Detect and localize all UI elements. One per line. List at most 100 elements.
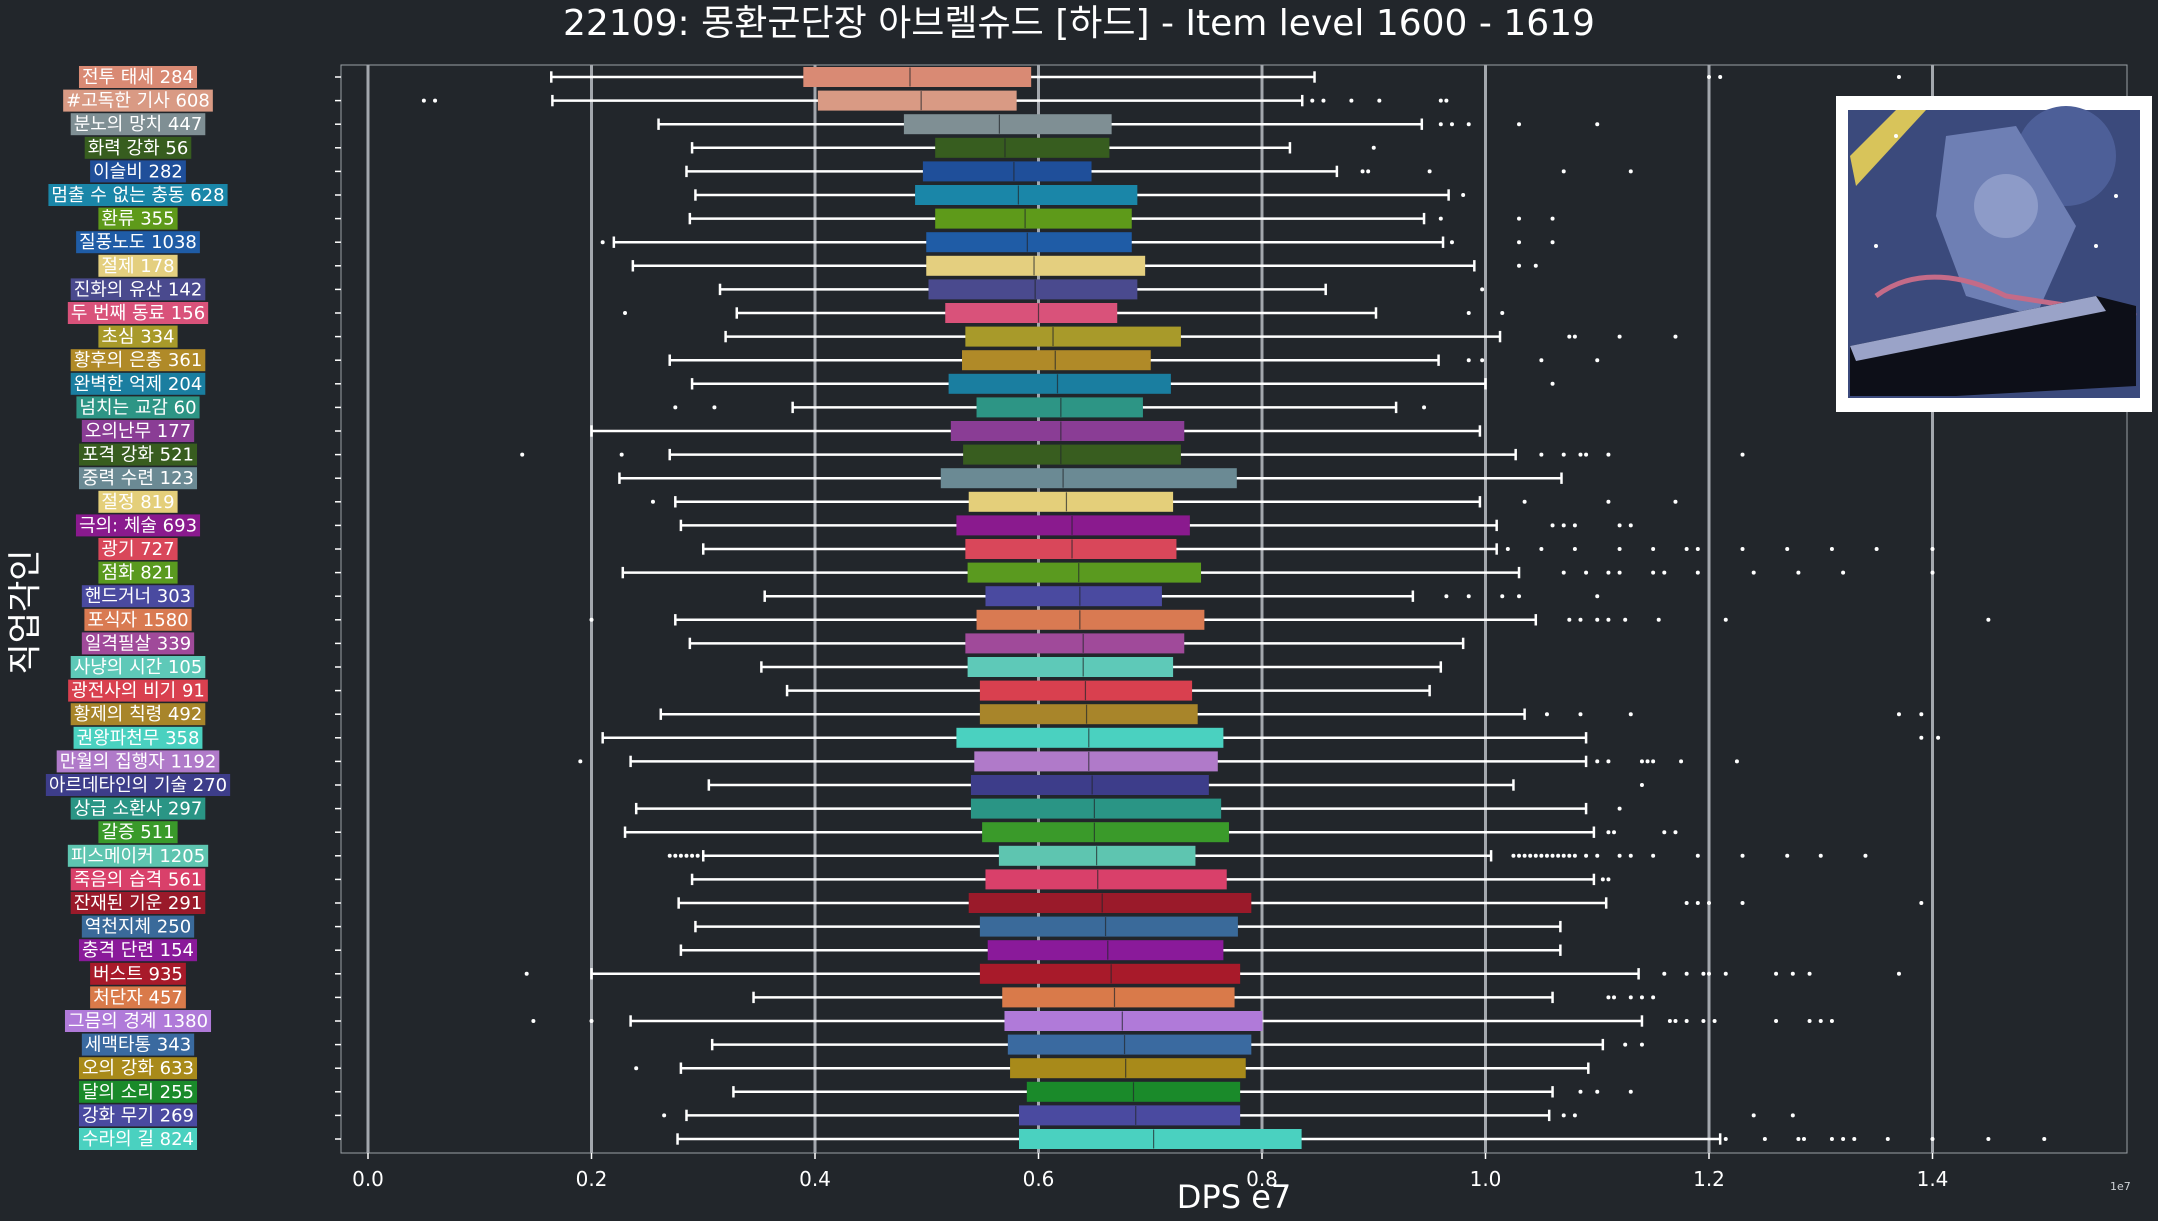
category-label: 포식자 1580 — [87, 610, 188, 631]
outlier-point — [524, 971, 529, 976]
outlier-point — [1930, 570, 1935, 575]
category-label-bg — [70, 278, 206, 301]
outlier-point — [1874, 547, 1879, 551]
category-label-bg — [70, 349, 206, 372]
category-label-bg — [64, 1010, 212, 1032]
outlier-point — [1595, 617, 1600, 622]
category-label: 갈증 511 — [101, 822, 174, 843]
category-label-bg — [90, 160, 186, 183]
box — [1004, 1011, 1263, 1031]
outlier-point — [1651, 995, 1656, 1000]
outlier-point — [1673, 499, 1678, 504]
category-label: 처단자 457 — [93, 987, 183, 1008]
outlier-point — [1829, 1137, 1834, 1141]
category-label: 두 번째 동료 156 — [71, 303, 205, 324]
box — [948, 373, 1171, 394]
outlier-point — [1718, 75, 1723, 79]
boxes — [335, 67, 2047, 1149]
category-label: 만월의 집행자 1192 — [60, 751, 217, 772]
box — [979, 916, 1238, 937]
outlier-point — [1595, 853, 1600, 858]
category-label: 충격 단련 154 — [82, 940, 194, 961]
outlier-point — [1561, 452, 1566, 457]
outlier-point — [1556, 853, 1561, 858]
category-label: 진화의 유산 142 — [74, 279, 203, 300]
box — [1019, 1105, 1241, 1126]
box — [922, 161, 1092, 182]
box — [1002, 987, 1235, 1008]
outlier-point — [421, 98, 426, 103]
outlier-point — [1595, 594, 1600, 599]
outlier-point — [1617, 334, 1622, 339]
outlier-point — [1522, 499, 1527, 504]
outlier-point — [1651, 547, 1656, 551]
outlier-point — [1444, 594, 1449, 599]
category-label: 강화 무기 269 — [82, 1105, 194, 1126]
outlier-point — [1466, 311, 1471, 315]
outlier-point — [1606, 877, 1611, 882]
category-label-bg — [98, 207, 178, 230]
outlier-point — [1550, 381, 1555, 386]
outlier-point — [1561, 169, 1566, 174]
outlier-point — [1852, 1137, 1857, 1141]
category-label: 세맥타통 343 — [85, 1035, 191, 1056]
x-axis-ticks: 0.0 0.2 0.4 0.6 0.8 1.0 1.2 1.4 — [352, 1153, 1948, 1191]
category-label-bg — [76, 231, 200, 254]
outlier-point — [1829, 1019, 1834, 1023]
outlier-point — [1684, 1019, 1689, 1023]
outlier-point — [1662, 570, 1667, 575]
outlier-point — [1517, 263, 1522, 268]
outlier-point — [623, 311, 628, 315]
outlier-point — [1751, 1113, 1756, 1118]
category-label-bg — [68, 679, 208, 702]
outlier-point — [1584, 570, 1589, 575]
category-label: 전투 태세 284 — [82, 67, 194, 88]
category-label: 질풍노도 1038 — [79, 232, 197, 253]
category-label-bg — [75, 514, 201, 537]
outlier-point — [1500, 594, 1505, 599]
outlier-point — [433, 98, 438, 103]
category-label: 죽음의 습격 561 — [74, 869, 203, 890]
outlier-point — [1617, 523, 1622, 528]
outlier-point — [1707, 75, 1711, 79]
category-label: 아르데타인의 기술 270 — [49, 775, 227, 796]
category-label-bg — [78, 1080, 198, 1103]
outlier-point — [712, 405, 717, 410]
box — [970, 798, 1222, 819]
box — [1010, 1058, 1246, 1079]
category-label-bg — [70, 797, 206, 820]
outlier-point — [1684, 901, 1689, 905]
outlier-point — [1480, 287, 1485, 292]
outlier-point — [1544, 712, 1549, 717]
category-label-bg — [67, 302, 209, 324]
category-label: 이슬비 282 — [93, 161, 183, 182]
outlier-point — [1986, 617, 1991, 622]
category-label-bg — [76, 396, 200, 419]
outlier-point — [1796, 1137, 1801, 1141]
outlier-point — [1366, 169, 1371, 174]
outlier-point — [1606, 759, 1611, 764]
category-label: 역천지체 250 — [85, 917, 191, 938]
box — [803, 67, 1032, 87]
category-label-bg — [70, 892, 206, 914]
outlier-point — [662, 1113, 667, 1118]
category-label: 환류 355 — [101, 209, 174, 230]
outlier-point — [1801, 1137, 1806, 1141]
outlier-point — [1561, 570, 1566, 575]
outlier-point — [1438, 122, 1443, 127]
outlier-point — [1628, 169, 1633, 174]
outlier-point — [1656, 617, 1661, 622]
outlier-point — [589, 1019, 594, 1023]
outlier-point — [1774, 1019, 1779, 1023]
x-tick-label: 1.0 — [1470, 1167, 1502, 1191]
category-label-bg — [98, 561, 178, 584]
outlier-point — [1310, 98, 1315, 103]
category-label: 수라의 길 824 — [82, 1129, 194, 1150]
category-label-bg — [98, 821, 178, 844]
outlier-point — [1734, 759, 1739, 764]
outlier-point — [1707, 971, 1711, 976]
category-label-bg — [90, 986, 186, 1009]
outlier-point — [1695, 547, 1700, 551]
outlier-point — [650, 499, 655, 504]
